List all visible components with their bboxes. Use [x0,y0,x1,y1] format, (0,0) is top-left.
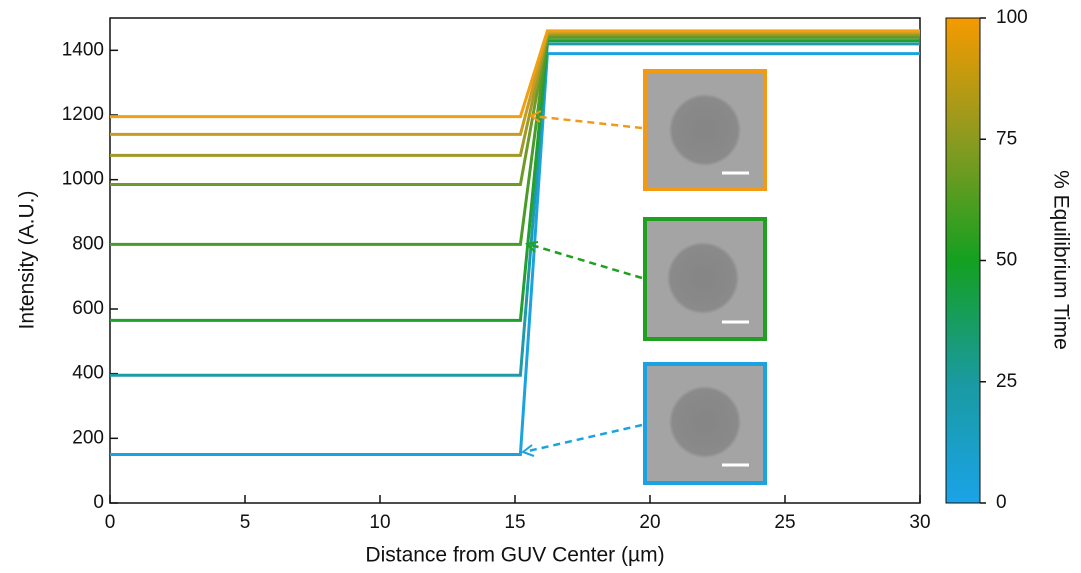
plot-frame [109,17,921,504]
series-line [110,34,920,187]
y-tick-label: 1000 [62,169,104,190]
colorbar-label: % Equilibrium Time [1049,170,1072,350]
inset-image [520,362,767,485]
y-tick-label: 800 [72,233,104,254]
colorbar-tick-label: 25 [996,371,1017,392]
series-line [110,31,920,136]
x-tick-label: 0 [105,512,116,533]
colorbar-tick-label: 50 [996,250,1017,271]
x-tick-label: 20 [639,512,660,533]
inset-image [529,69,767,191]
colorbar-tick-label: 0 [996,492,1007,513]
series-line [110,52,920,456]
y-tick-label: 1200 [62,104,104,125]
x-tick-label: 5 [240,512,251,533]
series-line [110,39,920,322]
series-line [110,32,920,157]
colorbar-tick-label: 75 [996,128,1017,149]
y-tick-label: 400 [72,363,104,384]
series-line [110,42,920,377]
x-tick-label: 30 [909,512,930,533]
inset-image [524,217,767,341]
y-axis-label: Intensity (A.U.) [16,191,39,330]
x-tick-label: 10 [369,512,390,533]
y-tick-label: 1400 [62,39,104,60]
y-tick-label: 200 [72,427,104,448]
y-tick-label: 600 [72,298,104,319]
x-tick-label: 25 [774,512,795,533]
y-tick-label: 0 [93,492,104,513]
x-axis-label: Distance from GUV Center (µm) [365,544,664,567]
series-line [110,35,920,246]
insets [520,69,767,485]
x-tick-label: 15 [504,512,525,533]
colorbar [945,17,981,504]
series-line [110,29,920,119]
colorbar-tick-label: 100 [996,7,1028,28]
